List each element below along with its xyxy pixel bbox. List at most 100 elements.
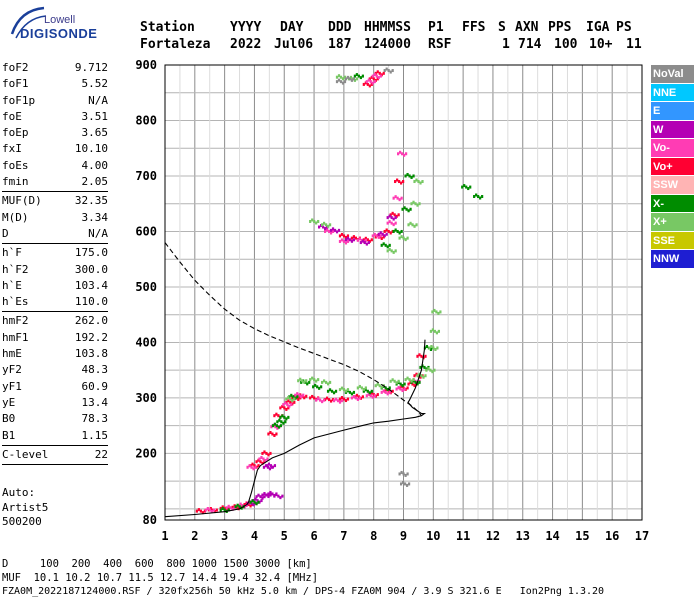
data-point <box>371 74 374 78</box>
data-point <box>281 414 284 418</box>
logo-arc-icon <box>10 6 47 39</box>
data-point <box>416 382 419 386</box>
data-point <box>395 387 398 391</box>
data-point <box>377 232 380 236</box>
data-point <box>368 84 371 88</box>
data-point <box>287 415 290 419</box>
param-value: 110.0 <box>74 295 108 309</box>
data-point <box>341 81 345 85</box>
data-point <box>278 418 281 422</box>
data-point <box>402 236 405 240</box>
profile-line-profile <box>164 339 427 518</box>
data-point <box>410 379 413 383</box>
data-point <box>352 235 355 239</box>
data-point <box>227 504 230 508</box>
x-tick-label: 12 <box>486 529 500 543</box>
data-point <box>378 71 381 75</box>
data-point <box>265 464 269 468</box>
data-point <box>394 221 397 225</box>
data-point <box>395 381 398 385</box>
data-point <box>281 494 284 498</box>
data-point <box>475 193 478 197</box>
data-point <box>293 397 296 401</box>
data-point <box>479 196 482 200</box>
data-point <box>340 232 344 236</box>
data-point <box>262 465 266 469</box>
data-point <box>391 211 394 215</box>
data-point <box>259 495 262 499</box>
x-tick-label: 6 <box>310 529 317 543</box>
data-point <box>376 382 379 386</box>
data-point <box>337 228 341 232</box>
data-point <box>388 243 391 247</box>
data-point <box>391 389 394 393</box>
data-point <box>469 185 472 189</box>
data-point <box>250 465 253 469</box>
data-point <box>369 394 372 398</box>
data-point <box>350 392 354 396</box>
param-name: D <box>2 226 9 240</box>
data-point <box>377 235 380 239</box>
data-point <box>344 77 348 81</box>
data-point <box>370 389 373 393</box>
data-point <box>330 389 334 393</box>
legend-item: X- <box>651 194 694 213</box>
data-point <box>334 397 338 401</box>
data-point <box>287 396 290 400</box>
data-point <box>420 374 423 378</box>
profile-line-topside <box>164 242 422 417</box>
data-point <box>342 234 346 238</box>
data-point <box>335 75 339 79</box>
data-point <box>273 433 276 437</box>
data-point <box>393 213 396 217</box>
data-point <box>260 455 263 459</box>
data-point <box>389 379 392 383</box>
data-point <box>358 384 361 388</box>
data-point <box>342 397 346 401</box>
param-name: hmE <box>2 347 22 361</box>
data-point <box>357 74 360 78</box>
data-point <box>362 387 365 391</box>
data-point <box>219 506 222 510</box>
data-point <box>372 77 375 81</box>
data-point <box>227 506 230 510</box>
legend-item: SSW <box>651 176 694 195</box>
header-field: YYYY <box>230 20 262 35</box>
param-name: yE <box>2 395 16 409</box>
data-points <box>195 67 484 515</box>
param-row: M(D) 3.34 <box>2 210 108 226</box>
data-point <box>410 175 413 179</box>
data-point <box>329 228 333 232</box>
data-point <box>231 507 234 511</box>
data-point <box>340 386 344 390</box>
param-name: C-level <box>2 447 49 461</box>
data-point <box>402 180 405 184</box>
data-point <box>363 241 366 245</box>
header-field: 11 <box>626 37 642 52</box>
data-point <box>348 238 352 242</box>
data-point <box>201 511 204 515</box>
x-tick-label: 11 <box>456 529 470 543</box>
legend-item: NoVal <box>651 65 694 84</box>
data-point <box>376 393 379 397</box>
data-point <box>405 152 408 156</box>
data-point <box>267 495 270 499</box>
data-point <box>280 420 283 424</box>
data-point <box>223 508 226 512</box>
data-point <box>311 376 314 380</box>
data-point <box>437 311 440 315</box>
data-point <box>398 231 401 235</box>
data-point <box>238 505 241 509</box>
data-point <box>389 231 392 235</box>
data-point <box>199 509 202 513</box>
data-point <box>221 507 224 511</box>
data-point <box>288 404 291 408</box>
header-field: HHMMSS <box>364 20 411 35</box>
data-point <box>437 329 441 333</box>
data-point <box>245 504 248 508</box>
data-point <box>463 184 466 188</box>
data-point <box>195 509 198 513</box>
data-point <box>425 368 428 372</box>
data-point <box>315 221 318 225</box>
param-row: foE 3.51 <box>2 109 108 125</box>
